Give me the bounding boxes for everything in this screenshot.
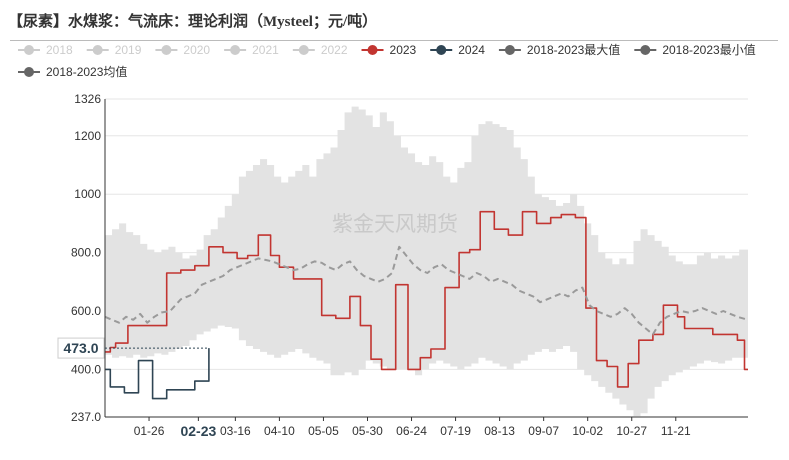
legend-label: 2022 [321,43,348,57]
legend-marker [24,45,34,55]
legend-label: 2023 [390,43,417,57]
chart-title: 【尿素】水煤浆：气流床：理论利润（Mysteel；元/吨） [8,14,378,30]
min-max-band-area [105,106,748,417]
y-tick-label: 1326 [74,92,101,106]
legend-marker [298,45,309,55]
x-tick-label: 01-26 [134,424,165,438]
min-max-band [105,106,748,417]
y-value-highlight-label: 473.0 [63,340,98,356]
y-tick-label: 600.0 [71,304,101,318]
x-tick-label: 08-13 [484,424,515,438]
y-tick-label: 800.0 [71,246,101,260]
legend-marker [24,67,34,77]
x-tick-label: 05-30 [352,424,383,438]
legend-label: 2024 [458,43,485,57]
y-tick-label: 1200 [74,129,101,143]
x-tick-label: 04-10 [264,424,295,438]
watermark: 紫金天风期货 [332,212,458,236]
series-line-2023 [105,210,748,388]
x-tick-label: 03-16 [220,424,251,438]
series-line-2018-2023均值 [104,245,749,336]
x-tick-label-highlight: 02-23 [180,423,216,439]
legend-label: 2020 [183,43,210,57]
legend-label: 2018-2023均值 [46,64,127,79]
x-tick-label: 06-24 [396,424,427,438]
series-line-2024 [105,348,210,400]
legend-marker [92,45,103,55]
x-tick-label: 10-02 [572,424,603,438]
y-value-highlight-box [57,337,105,359]
legend-label: 2018-2023最小值 [662,42,755,57]
y-tick-label: 1000 [74,187,101,201]
legend-marker [367,45,378,55]
title-divider [10,40,778,41]
legend-marker [436,45,447,55]
x-tick-label: 10-27 [616,424,647,438]
legend-label: 2018 [46,43,73,57]
x-tick-label: 07-19 [440,424,471,438]
series-layer [104,210,749,400]
y-tick-label: 237.0 [71,410,101,424]
legend-marker [504,45,515,55]
y-tick-label: 400.0 [71,362,101,376]
legend: 2018 2019 2020 2021 2022 2023 2024 2018-2023最大值… [18,42,756,79]
legend-marker [230,45,241,55]
legend-label: 2021 [252,43,279,57]
x-tick-label: 09-07 [528,424,559,438]
legend-label: 2018-2023最大值 [527,42,620,57]
x-tick-label: 11-21 [661,424,691,438]
legend-marker [161,45,172,55]
axes: 237.0 400.0 600.0 800.0 1000 1200 1326 01-26 02-… [57,92,748,439]
legend-label: 2019 [115,43,142,57]
x-tick-label: 05-05 [308,424,339,438]
legend-marker [640,45,651,55]
